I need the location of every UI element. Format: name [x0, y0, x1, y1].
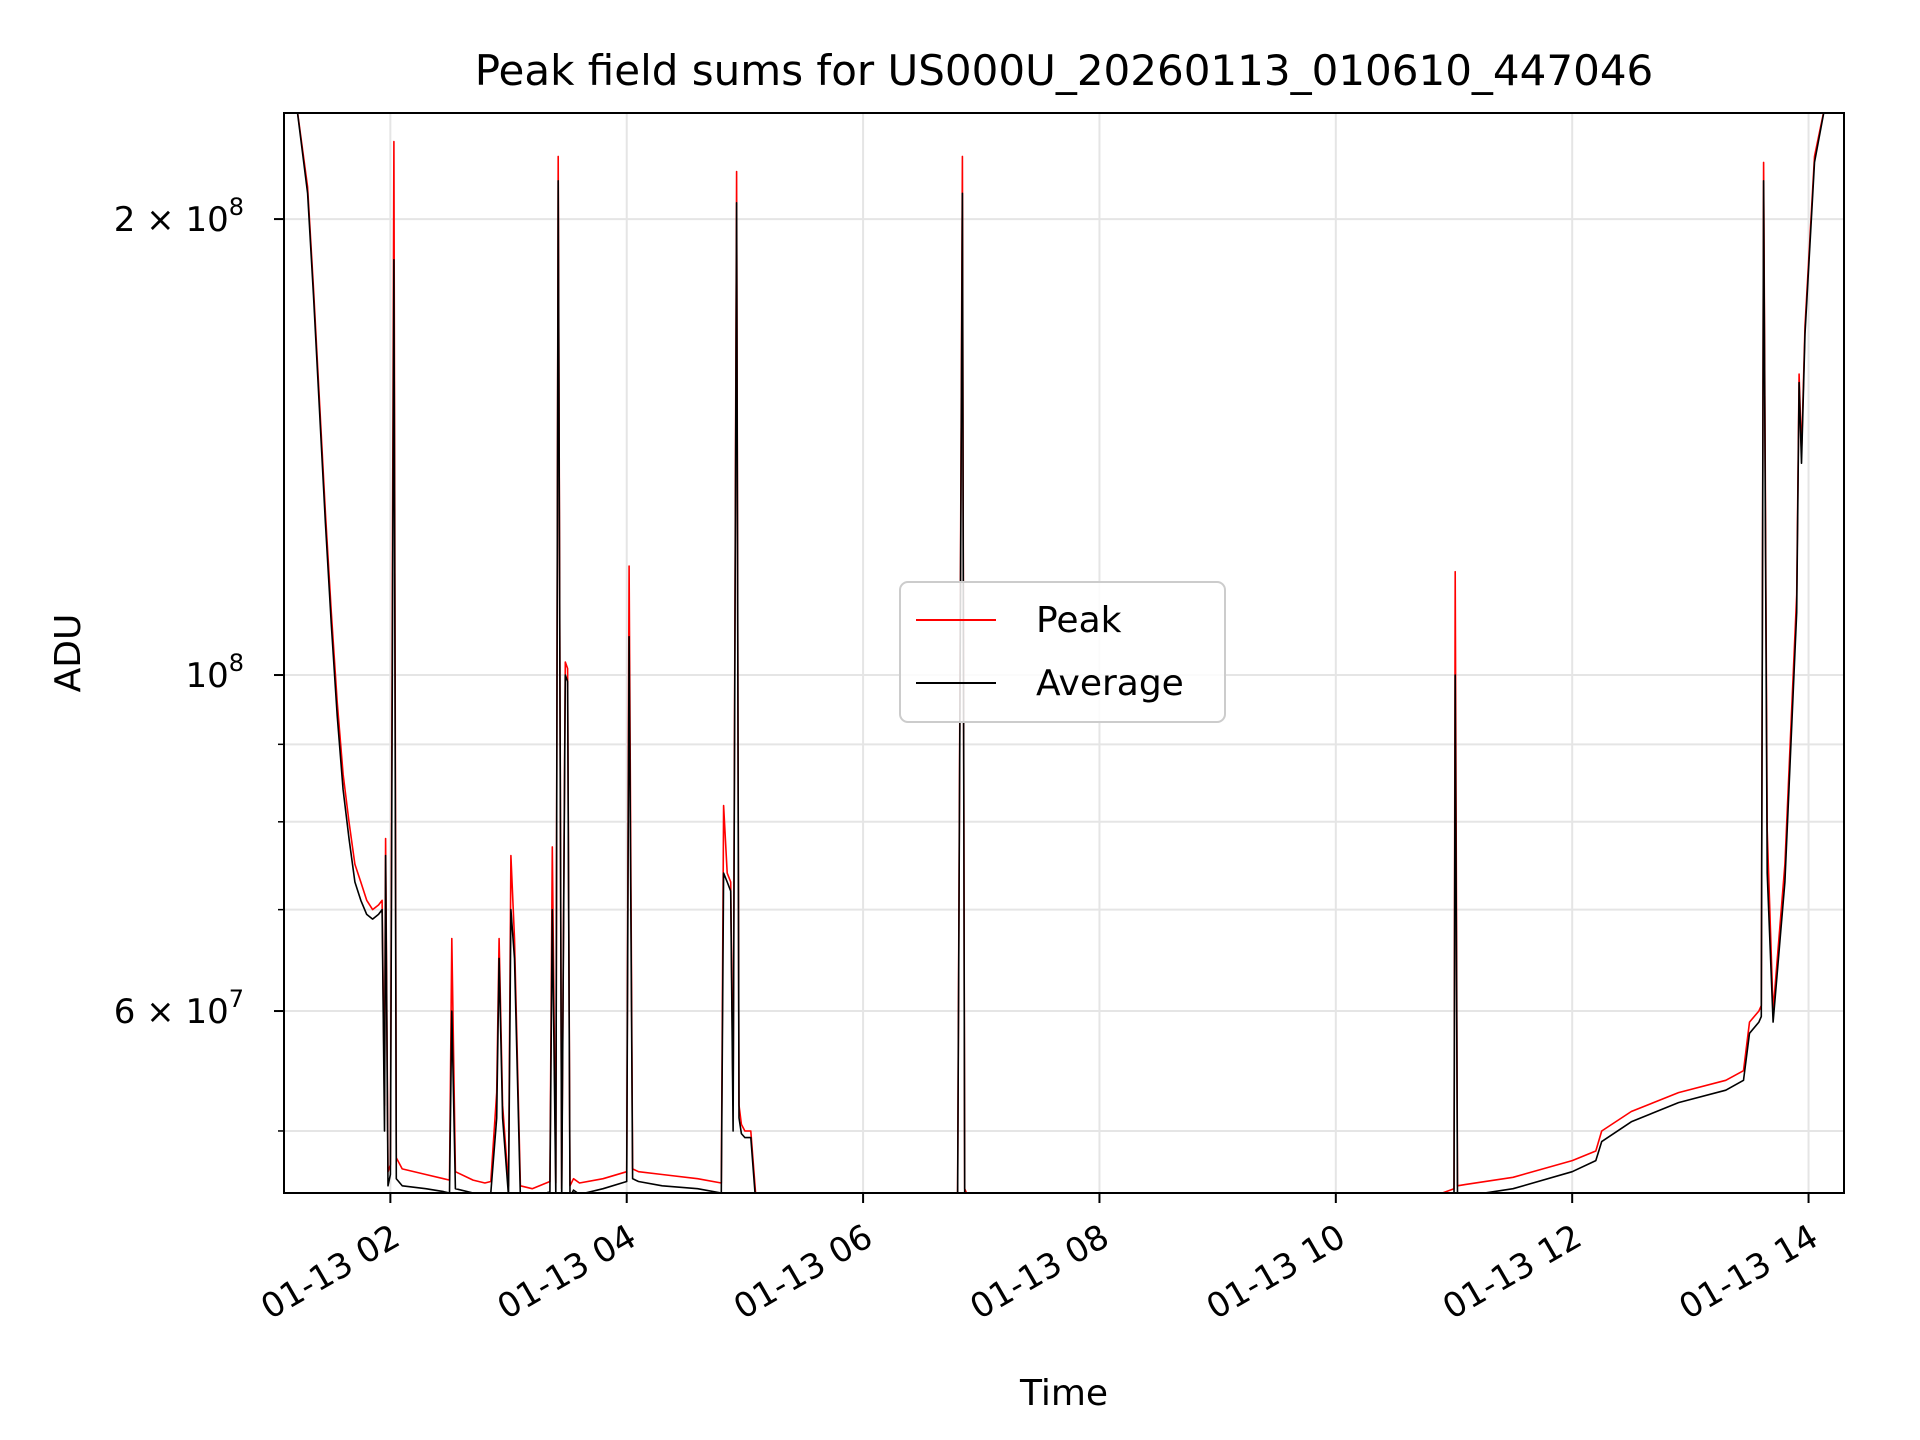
y-axis-label: ADU — [48, 614, 89, 693]
x-axis-label: Time — [1019, 1373, 1108, 1414]
grid — [284, 113, 1844, 1193]
legend-label-peak: Peak — [1036, 600, 1122, 641]
legend-box — [899, 581, 1226, 723]
series-line-average — [296, 113, 1825, 1193]
legend: Peak Average — [899, 581, 1226, 723]
series-layer — [296, 113, 1825, 1193]
plot-frame — [283, 112, 1845, 1194]
chart-title: Peak field sums for US000U_20260113_0106… — [475, 46, 1654, 95]
y-tick-label: 2 × 108 — [114, 193, 244, 240]
y-tick-label: 6 × 107 — [114, 985, 244, 1032]
legend-label-average: Average — [1036, 663, 1184, 704]
